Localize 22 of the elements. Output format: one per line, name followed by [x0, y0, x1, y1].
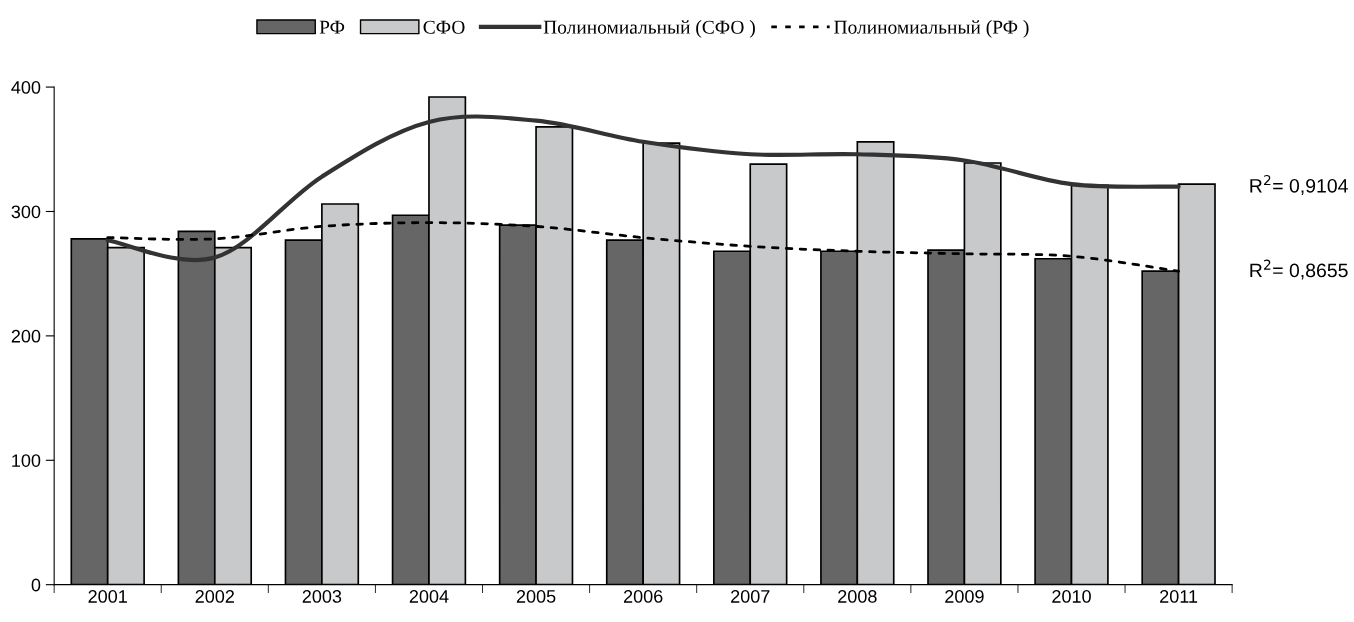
legend-label: РФ	[319, 20, 345, 34]
x-tick-label: 2006	[623, 590, 663, 603]
legend-label: Полиномиальный (РФ )	[834, 20, 1029, 38]
x-tick-label: 2001	[88, 590, 127, 603]
y-tick-label: 0	[31, 578, 41, 592]
y-tick-label: 300	[11, 205, 41, 219]
x-tick-label: 2002	[195, 590, 234, 603]
y-tick-label: 400	[11, 81, 41, 94]
x-tick-label: 2010	[1052, 590, 1091, 603]
text: R$^{2}$= 0,9104	[1250, 174, 1348, 196]
x-tick-label: 2008	[838, 590, 877, 603]
x-tick-label: 2003	[302, 590, 342, 603]
y-tick-label: 200	[11, 329, 41, 343]
legend-label: Полиномиальный (СФО )	[543, 20, 755, 38]
x-tick-label: 2004	[409, 590, 449, 603]
text: R$^{2}$= 0,8655	[1250, 259, 1348, 280]
y-tick-label: 100	[12, 454, 41, 467]
x-tick-label: 2005	[516, 590, 556, 603]
x-tick-label: 2011	[1160, 590, 1198, 603]
x-tick-label: 2009	[945, 590, 984, 603]
x-tick-label: 2007	[731, 590, 770, 603]
legend-label: СФО	[423, 20, 465, 34]
